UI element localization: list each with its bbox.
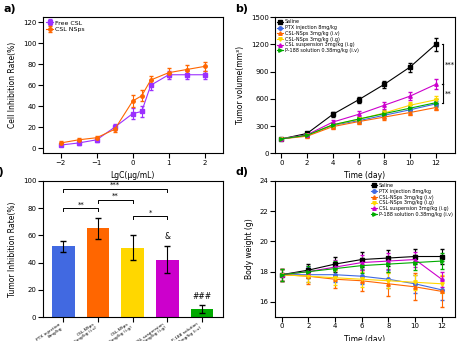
Text: **: **: [77, 201, 84, 207]
X-axis label: LgC(μg/mL): LgC(μg/mL): [110, 171, 155, 180]
Bar: [121, 248, 144, 317]
Bar: [87, 228, 109, 317]
Y-axis label: Tumor Inhibition Rate(%): Tumor Inhibition Rate(%): [9, 201, 18, 297]
Text: *: *: [148, 209, 152, 216]
Text: a): a): [3, 4, 16, 14]
Text: d): d): [235, 167, 248, 177]
Y-axis label: Cell Inhibition Rate(%): Cell Inhibition Rate(%): [9, 42, 18, 128]
Text: ***: ***: [110, 182, 120, 188]
Legend: Saline, PTX injection 8mg/kg, CSL-NSps 3mg/kg (i.v), CSL-NSps 3mg/kg (i.g), CSL : Saline, PTX injection 8mg/kg, CSL-NSps 3…: [372, 183, 453, 217]
Text: &: &: [164, 232, 170, 241]
Text: ***: ***: [445, 61, 455, 67]
Text: c): c): [0, 167, 4, 177]
Bar: [191, 309, 213, 317]
Text: ###: ###: [192, 292, 211, 301]
Bar: [52, 246, 75, 317]
Text: **: **: [445, 90, 452, 97]
Legend: Saline, PTX injection 8mg/kg, CSL-NSps 3mg/kg (i.v), CSL-NSps 3mg/kg (i.g), CSL : Saline, PTX injection 8mg/kg, CSL-NSps 3…: [277, 19, 358, 53]
Y-axis label: Body weight (g): Body weight (g): [245, 219, 254, 279]
Legend: Free CSL, CSL NSps: Free CSL, CSL NSps: [46, 20, 85, 32]
X-axis label: Time (day): Time (day): [345, 171, 385, 180]
X-axis label: Time (day): Time (day): [345, 335, 385, 341]
Bar: [156, 260, 179, 317]
Text: **: **: [112, 193, 119, 199]
Text: b): b): [235, 4, 248, 14]
Y-axis label: Tumor volume(mm³): Tumor volume(mm³): [236, 46, 245, 124]
